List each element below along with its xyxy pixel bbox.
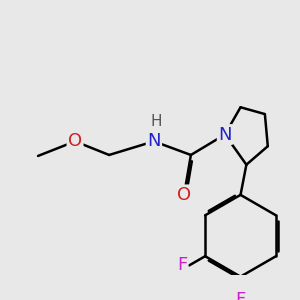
Text: N: N [147, 132, 160, 150]
Text: F: F [177, 256, 187, 274]
Text: O: O [177, 186, 191, 204]
Text: N: N [218, 125, 232, 143]
Text: F: F [236, 291, 246, 300]
Text: H: H [151, 114, 162, 129]
Text: O: O [68, 132, 82, 150]
